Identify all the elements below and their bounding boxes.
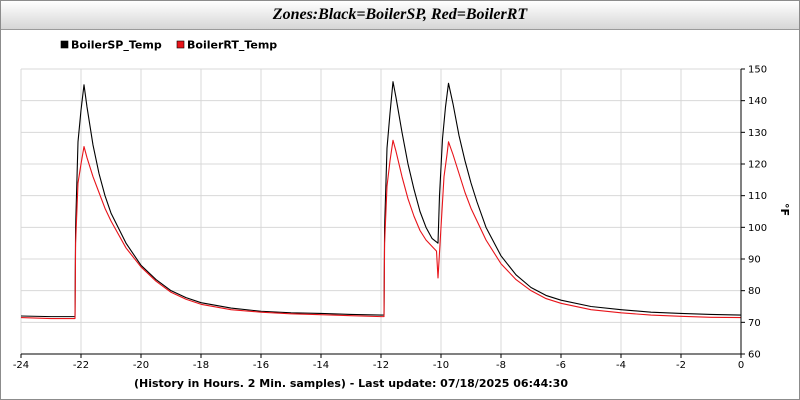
chart-title: Zones:Black=BoilerSP, Red=BoilerRT bbox=[272, 6, 528, 23]
y-axis-title: °F bbox=[778, 203, 791, 216]
axis-labels: -24 -22 -20 -18 -16 -14 -12 -10 -8 -6 -4 -2 06070809… bbox=[13, 65, 791, 391]
series-line-BoilerSP_Temp bbox=[20, 81, 742, 318]
y-tick-label: 60 bbox=[748, 350, 761, 361]
legend-item: BoilerRT_Temp bbox=[176, 39, 277, 52]
x-tick-label: -4 bbox=[616, 360, 626, 371]
x-tick-label: 0 bbox=[738, 360, 744, 371]
legend: BoilerSP_Temp BoilerRT_Temp bbox=[60, 39, 277, 52]
x-tick-label: -10 bbox=[433, 360, 449, 371]
x-tick-label: -12 bbox=[373, 360, 389, 371]
y-tick-label: 110 bbox=[748, 191, 767, 202]
legend-label: BoilerRT_Temp bbox=[187, 39, 277, 52]
series-line-BoilerRT_Temp bbox=[20, 139, 742, 320]
x-tick-label: -22 bbox=[73, 360, 89, 371]
series-group bbox=[20, 81, 742, 320]
y-tick-label: 130 bbox=[748, 128, 767, 139]
y-tick-label: 80 bbox=[748, 286, 761, 297]
x-tick-label: -6 bbox=[556, 360, 566, 371]
title-bar: Zones:Black=BoilerSP, Red=BoilerRT bbox=[1, 1, 799, 30]
axes bbox=[20, 68, 745, 358]
x-tick-label: -8 bbox=[496, 360, 506, 371]
x-axis-title: (History in Hours. 2 Min. samples) - Las… bbox=[134, 377, 568, 390]
x-tick-label: -24 bbox=[13, 360, 29, 371]
x-tick-label: -18 bbox=[193, 360, 209, 371]
y-tick-label: 150 bbox=[748, 65, 767, 76]
x-tick-label: -16 bbox=[253, 360, 269, 371]
x-tick-label: -14 bbox=[313, 360, 329, 371]
x-tick-label: -2 bbox=[676, 360, 686, 371]
legend-swatch bbox=[60, 40, 69, 49]
legend-swatch bbox=[176, 40, 185, 49]
x-tick-label: -20 bbox=[133, 360, 149, 371]
y-tick-label: 140 bbox=[748, 96, 767, 107]
legend-item: BoilerSP_Temp bbox=[60, 39, 162, 52]
y-tick-label: 70 bbox=[748, 318, 761, 329]
grid bbox=[20, 68, 742, 355]
y-tick-label: 100 bbox=[748, 223, 767, 234]
y-tick-label: 90 bbox=[748, 255, 761, 266]
legend-label: BoilerSP_Temp bbox=[71, 39, 162, 52]
y-tick-label: 120 bbox=[748, 160, 767, 171]
